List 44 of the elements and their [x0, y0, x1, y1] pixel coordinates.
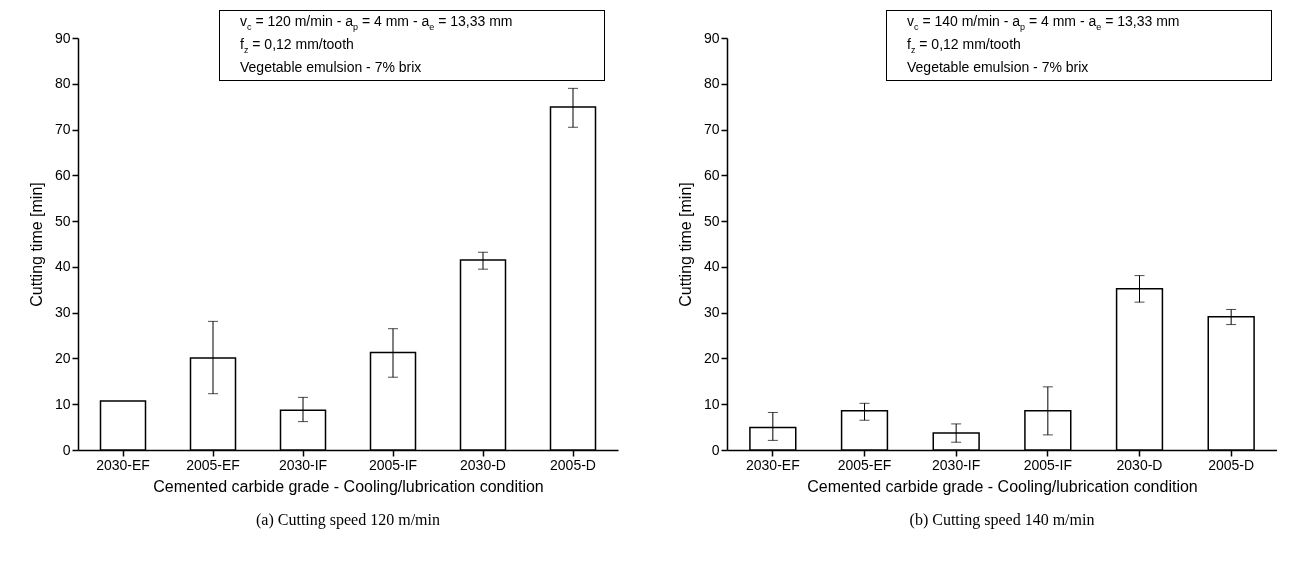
text-box: v$_{c}$ = 120 m/min - a$_{p}$ = 4 mm - a$_{e}$ = 13,33 mm f$_{z}$ = 0,12 mm/tooth Vegetable emulsion - 7% brix: [219, 10, 605, 81]
x-tick-label: 2005-EF: [186, 456, 240, 473]
x-axis-title: Cemented carbide grade - Cooling/lubrication condition: [153, 477, 544, 495]
x-tick-label: 2030-D: [1116, 456, 1163, 473]
x-tick-label: 2030-IF: [278, 456, 328, 473]
y-axis-title: Cutting time [min]: [676, 182, 694, 307]
text: (a) Cutting speed 120 m/min: [256, 511, 440, 529]
x-tick-label: 2005-IF: [1023, 456, 1072, 473]
y-tick-label: 70: [703, 121, 720, 138]
x-tick-label: 2005-EF: [837, 456, 892, 473]
x-tick-label: 2030-EF: [96, 456, 150, 473]
y-tick-label: 80: [54, 75, 71, 92]
y-tick-label: 0: [62, 441, 71, 458]
y-tick-label: 70: [54, 121, 71, 138]
annotation: Vegetable emulsion - 7% brix: [907, 58, 1090, 76]
y-tick-label: 80: [703, 75, 720, 92]
text-box: v$_{c}$ = 140 m/min - a$_{p}$ = 4 mm - a$_{e}$ = 13,33 mm f$_{z}$ = 0,12 mm/tooth Vegetable emulsion - 7% brix: [886, 10, 1272, 81]
y-tick-label: 10: [703, 395, 720, 412]
y-tick-label: 90: [54, 29, 71, 46]
x-tick-label: 2005-IF: [368, 456, 418, 473]
text: (b) Cutting speed 140 m/min: [909, 511, 1095, 529]
y-tick-label: 10: [54, 395, 71, 412]
y-tick-label: 0: [711, 441, 720, 458]
y-tick-label: 60: [54, 166, 71, 183]
y-tick-label: 90: [703, 29, 720, 46]
y-tick-label: 30: [703, 304, 720, 321]
x-axis-title: Cemented carbide grade - Cooling/lubrication condition: [807, 477, 1198, 495]
y-tick-label: 50: [54, 212, 71, 229]
y-tick-label: 40: [54, 258, 71, 275]
y-axis-title: Cutting time [min]: [27, 182, 45, 307]
y-tick-label: 40: [703, 258, 720, 275]
x-tick-label: 2005-D: [1208, 456, 1255, 473]
y-tick-label: 20: [703, 349, 720, 366]
x-tick-label: 2005-D: [550, 456, 596, 473]
annotation: f$_{z}$ = 0,12 mm/tooth: [907, 35, 1022, 57]
annotation: Vegetable emulsion - 7% brix: [240, 58, 423, 76]
y-tick-label: 20: [54, 349, 71, 366]
y-tick-label: 50: [703, 212, 720, 229]
x-tick-label: 2030-D: [460, 456, 506, 473]
y-tick-label: 60: [703, 166, 720, 183]
x-tick-label: 2030-IF: [932, 456, 981, 473]
x-tick-label: 2030-EF: [745, 456, 800, 473]
y-tick-label: 30: [54, 304, 71, 321]
annotation: f$_{z}$ = 0,12 mm/tooth: [240, 35, 355, 57]
